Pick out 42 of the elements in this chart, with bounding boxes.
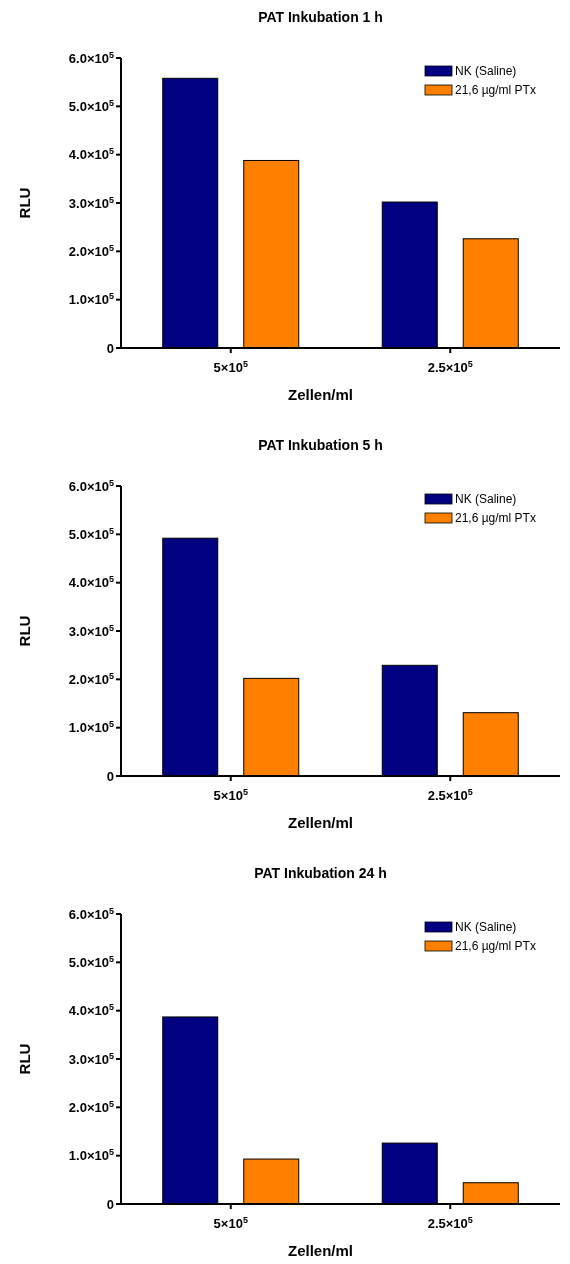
y-tick-label: 1.0×10$^{5}$: [68, 291, 114, 308]
y-tick-label: 6.0×10$^{5}$: [68, 477, 114, 494]
y-tick-label: 2.0×10$^{5}$: [68, 1098, 114, 1115]
legend-label: NK (Saline): [455, 492, 517, 507]
x-tick-label: 2.5×10$^{5}$: [427, 1215, 473, 1231]
y-tick-label: 5.0×10$^{5}$: [68, 953, 114, 970]
y-axis-title: RLU: [16, 1043, 33, 1075]
y-tick-label: 0: [106, 1196, 114, 1212]
x-axis-title: Zellen/ml: [287, 386, 354, 403]
chart-title: PAT Inkubation 5 h: [258, 437, 383, 453]
legend-label: 21,6 µg/ml PTx: [455, 511, 536, 526]
y-tick-label: 2.0×10$^{5}$: [68, 242, 114, 259]
y-tick-label: 0: [106, 768, 114, 784]
y-tick-label: 5.0×10$^{5}$: [68, 525, 114, 542]
legend-label: 21,6 µg/ml PTx: [455, 939, 536, 954]
y-tick-label: 2.0×10$^{5}$: [68, 670, 114, 687]
legend-label: NK (Saline): [455, 64, 517, 79]
y-tick-label: 0: [106, 340, 114, 356]
x-tick-label: 5×10$^{5}$: [213, 787, 248, 803]
chart-title: PAT Inkubation 24 h: [254, 865, 387, 881]
y-tick-label: 4.0×10$^{5}$: [68, 574, 114, 591]
legend-label: 21,6 µg/ml PTx: [455, 83, 536, 98]
x-tick-label: 5×10$^{5}$: [213, 1215, 248, 1231]
x-axis-title: Zellen/ml: [287, 1242, 354, 1259]
y-tick-label: 3.0×10$^{5}$: [68, 622, 114, 639]
y-tick-label: 3.0×10$^{5}$: [68, 194, 114, 211]
y-tick-label: 4.0×10$^{5}$: [68, 1002, 114, 1019]
y-axis-title: RLU: [16, 187, 33, 219]
y-tick-label: 6.0×10$^{5}$: [68, 49, 114, 66]
x-axis-title: Zellen/ml: [287, 814, 354, 831]
x-tick-label: 2.5×10$^{5}$: [427, 359, 473, 375]
y-tick-label: 3.0×10$^{5}$: [68, 1050, 114, 1067]
x-tick-label: 5×10$^{5}$: [213, 359, 248, 375]
y-tick-label: 4.0×10$^{5}$: [68, 146, 114, 163]
legend-label: NK (Saline): [455, 920, 517, 935]
y-tick-label: 5.0×10$^{5}$: [68, 97, 114, 114]
y-tick-label: 1.0×10$^{5}$: [68, 719, 114, 736]
chart-title: PAT Inkubation 1 h: [258, 9, 383, 25]
y-tick-label: 6.0×10$^{5}$: [68, 905, 114, 922]
x-tick-label: 2.5×10$^{5}$: [427, 787, 473, 803]
y-axis-title: RLU: [16, 615, 33, 647]
y-tick-label: 1.0×10$^{5}$: [68, 1147, 114, 1164]
